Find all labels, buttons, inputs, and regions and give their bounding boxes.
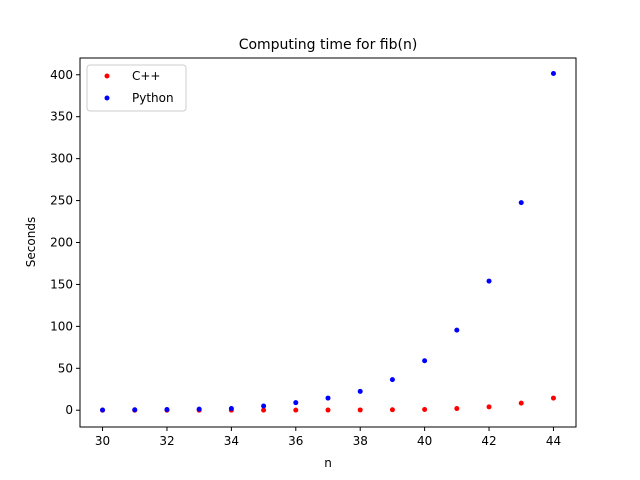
x-tick-label: 40: [417, 434, 432, 448]
legend-box: [86, 64, 187, 112]
legend-marker-cpp: [104, 73, 110, 79]
y-tick-label: 200: [50, 236, 73, 250]
data-point: [550, 71, 556, 77]
data-point: [357, 407, 363, 413]
data-point: [196, 406, 202, 412]
data-point: [486, 278, 492, 284]
data-point: [357, 388, 363, 394]
y-tick-label: 350: [50, 110, 73, 124]
data-point: [550, 395, 556, 401]
data-point: [454, 327, 460, 333]
data-point: [454, 406, 460, 412]
data-point: [518, 400, 524, 406]
x-tick-label: 38: [353, 434, 368, 448]
data-point: [132, 407, 138, 413]
data-point: [261, 407, 267, 413]
data-point: [261, 403, 267, 409]
y-tick-label: 0: [65, 403, 73, 417]
data-point: [100, 407, 106, 413]
data-point: [228, 405, 234, 411]
data-point: [293, 400, 299, 406]
series-python: [100, 71, 556, 413]
legend-label-cpp: C++: [132, 69, 161, 83]
y-axis: 0 50 100 150 200 250 300 350 400: [50, 68, 80, 417]
legend-marker-python: [104, 95, 110, 101]
data-point: [293, 407, 299, 413]
x-tick-label: 44: [546, 434, 561, 448]
y-tick-label: 100: [50, 319, 73, 333]
legend-label-python: Python: [132, 91, 174, 105]
data-point: [389, 377, 395, 383]
x-tick-label: 32: [159, 434, 174, 448]
data-point: [422, 358, 428, 364]
y-tick-label: 50: [58, 361, 73, 375]
data-point: [518, 200, 524, 206]
y-axis-label: Seconds: [24, 217, 38, 267]
y-tick-label: 250: [50, 194, 73, 208]
data-point: [325, 395, 331, 401]
legend: C++ Python: [86, 64, 187, 112]
chart-title: Computing time for fib(n): [239, 37, 418, 53]
x-axis-label: n: [324, 456, 332, 470]
x-tick-label: 42: [481, 434, 496, 448]
data-point: [486, 404, 492, 410]
y-tick-label: 150: [50, 277, 73, 291]
data-point: [389, 407, 395, 413]
x-tick-label: 30: [95, 434, 110, 448]
y-tick-label: 400: [50, 68, 73, 82]
data-point: [422, 407, 428, 413]
y-tick-label: 300: [50, 152, 73, 166]
x-tick-label: 36: [288, 434, 303, 448]
data-point: [325, 407, 331, 413]
x-tick-label: 34: [224, 434, 239, 448]
x-axis: 30 32 34 36 38 40 42 44: [95, 427, 561, 448]
data-point: [164, 407, 170, 413]
